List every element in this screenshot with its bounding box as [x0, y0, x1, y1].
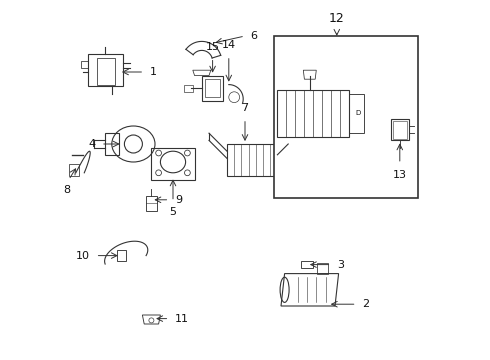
Text: D: D: [356, 111, 361, 116]
Text: 3: 3: [337, 260, 344, 270]
Text: 7: 7: [242, 103, 248, 113]
Text: 15: 15: [206, 42, 220, 52]
Text: 4: 4: [89, 139, 96, 149]
Text: 9: 9: [175, 195, 182, 205]
FancyBboxPatch shape: [274, 36, 418, 198]
Text: 5: 5: [170, 207, 176, 217]
Text: 6: 6: [250, 31, 257, 41]
Text: 1: 1: [149, 67, 157, 77]
Text: 10: 10: [76, 251, 90, 261]
Text: 12: 12: [329, 12, 344, 25]
Text: 2: 2: [362, 299, 369, 309]
Text: 13: 13: [393, 170, 407, 180]
Text: 8: 8: [63, 185, 71, 195]
Text: 14: 14: [222, 40, 236, 50]
Text: 11: 11: [175, 314, 189, 324]
